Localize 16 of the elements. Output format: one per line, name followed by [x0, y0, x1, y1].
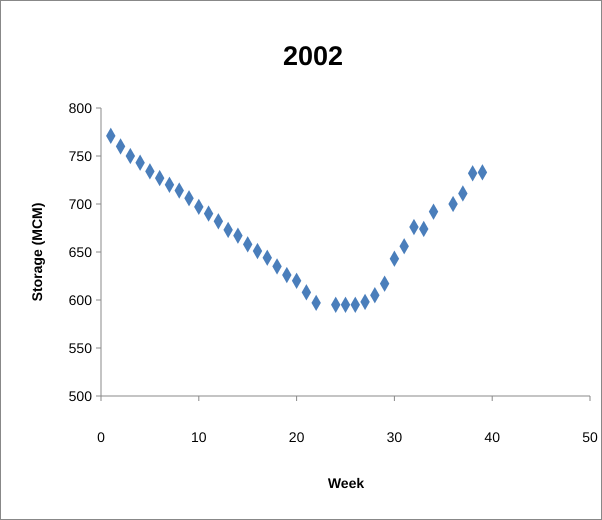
x-tick-label: 30 [386, 429, 402, 445]
y-tick-label: 800 [68, 100, 92, 116]
x-tick-label: 20 [288, 429, 305, 445]
x-axis-title: Week [328, 475, 364, 491]
y-tick-label: 650 [68, 244, 92, 260]
x-tick-label: 0 [97, 429, 106, 445]
x-tick-label: 10 [191, 429, 207, 445]
y-tick-label: 600 [68, 292, 92, 308]
y-tick-label: 700 [68, 196, 92, 212]
y-tick-label: 550 [68, 340, 92, 356]
y-axis-title: Storage (MCM) [29, 202, 45, 302]
chart-title: 2002 [282, 41, 344, 71]
y-tick-label: 750 [68, 148, 92, 164]
x-tick-label: 50 [582, 429, 598, 445]
y-tick-label: 500 [68, 388, 92, 404]
x-tick-label: 40 [484, 429, 500, 445]
